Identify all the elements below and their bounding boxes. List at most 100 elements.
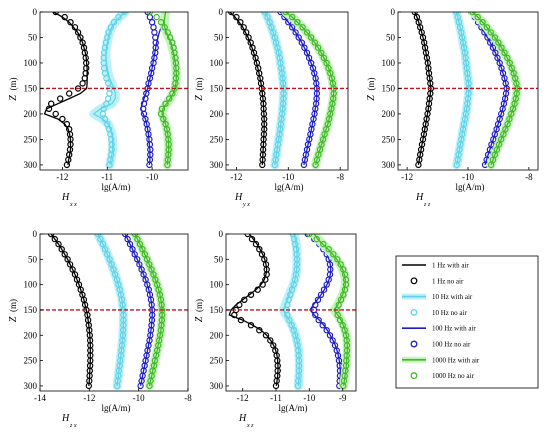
y-tick-label: 50 (28, 254, 38, 264)
marker-point (141, 251, 148, 258)
plot-frame (39, 11, 189, 171)
y-axis-letter: Z (8, 316, 19, 322)
marker-point (59, 115, 66, 123)
marker-point (121, 12, 128, 16)
legend-item: 1000 Hz no air (410, 372, 474, 380)
y-tick-label: 50 (214, 32, 224, 42)
legend-label: 10 Hz no air (432, 309, 467, 317)
marker-point (313, 235, 320, 243)
legend-item: 100 Hz with air (402, 325, 476, 333)
x-tick-label: -9 (339, 393, 347, 403)
series-markers-1000hz-no-air (306, 234, 351, 390)
legend-marker-swatch (410, 308, 418, 316)
marker-point (329, 337, 336, 344)
y-tick-label: 150 (210, 305, 224, 315)
marker-point (67, 19, 74, 26)
y-tick-label: 0 (219, 229, 224, 239)
marker-point (317, 291, 325, 298)
marker-point (491, 34, 498, 41)
marker-point (493, 146, 501, 153)
x-tick-label: -14 (34, 393, 46, 403)
marker-point (320, 54, 328, 62)
y-axis-unit: (m) (194, 299, 204, 312)
y-axis-unit: (m) (366, 78, 376, 91)
marker-point (150, 24, 157, 31)
x-tick-label: -11 (101, 172, 113, 182)
marker-point (248, 235, 256, 243)
plot-frame (225, 233, 357, 392)
plot-area (47, 234, 167, 391)
marker-point (506, 59, 513, 67)
x-tick-label: -10 (133, 393, 145, 403)
marker-point (236, 301, 243, 309)
marker-point (267, 337, 274, 344)
marker-point (166, 34, 174, 41)
y-tick-label: 50 (214, 254, 224, 264)
marker-point (289, 24, 296, 31)
component-label: H (61, 413, 70, 424)
marker-point (134, 235, 141, 243)
marker-point (171, 85, 178, 92)
marker-point (498, 136, 505, 143)
marker-point (63, 120, 71, 128)
marker-point (292, 29, 299, 36)
marker-point (161, 24, 168, 31)
marker-point (71, 271, 79, 278)
y-axis-label: Z (m) (8, 299, 19, 322)
series-markers-1000hz-no-air (282, 12, 337, 169)
marker-point (298, 39, 305, 46)
y-tick-label: 100 (382, 58, 396, 68)
marker-point (82, 64, 90, 72)
y-tick-label: 300 (24, 160, 38, 170)
marker-point (146, 261, 153, 268)
marker-point (340, 291, 347, 298)
marker-point (315, 316, 322, 324)
marker-point (71, 24, 79, 31)
series-markers-1hz-no-air (411, 12, 435, 169)
series-markers-1hz-no-air (47, 234, 94, 390)
marker-point (495, 141, 503, 148)
marker-point (160, 115, 167, 123)
component-label: H (61, 192, 70, 203)
marker-point (262, 332, 270, 339)
marker-point (52, 110, 59, 118)
marker-point (501, 49, 508, 57)
legend-label: 10 Hz with air (432, 293, 473, 301)
marker-point (77, 34, 84, 41)
marker-point (498, 44, 505, 51)
legend-label: 1000 Hz with air (432, 356, 480, 364)
marker-point (52, 12, 59, 16)
marker-point (148, 19, 156, 26)
series-line-1000hz-with-air (285, 12, 335, 166)
marker-point (104, 251, 111, 258)
marker-point (237, 316, 245, 324)
y-tick-label: 250 (382, 134, 396, 144)
marker-point (320, 240, 327, 248)
marker-point (453, 161, 460, 169)
marker-point (110, 19, 118, 26)
marker-point (314, 296, 322, 303)
marker-point (415, 161, 422, 169)
marker-point (258, 251, 266, 258)
plot-frame (225, 11, 349, 171)
component-subscript: y x (242, 202, 250, 208)
x-axis-label: lg(A/m) (102, 403, 131, 413)
y-tick-label: 300 (210, 160, 224, 170)
marker-point (137, 382, 144, 390)
y-tick-label: 0 (219, 7, 224, 17)
y-tick-label: 100 (210, 58, 224, 68)
y-axis-unit: (m) (8, 299, 18, 312)
y-tick-label: 200 (24, 330, 38, 340)
marker-point (271, 161, 278, 169)
marker-point (312, 161, 319, 169)
marker-point (157, 19, 165, 26)
panel-3: 0 50 100 150 200 250 300 -12 -10 -8 lg(A/m) Hz z Z (m… (366, 7, 539, 208)
marker-point (136, 240, 144, 248)
marker-point (124, 235, 131, 243)
marker-point (487, 29, 494, 36)
y-axis-label: Z (m) (194, 78, 205, 101)
marker-point (262, 276, 269, 283)
series-line-1hz-with-air (50, 234, 91, 386)
marker-point (504, 54, 511, 62)
component-label: H (234, 192, 243, 203)
